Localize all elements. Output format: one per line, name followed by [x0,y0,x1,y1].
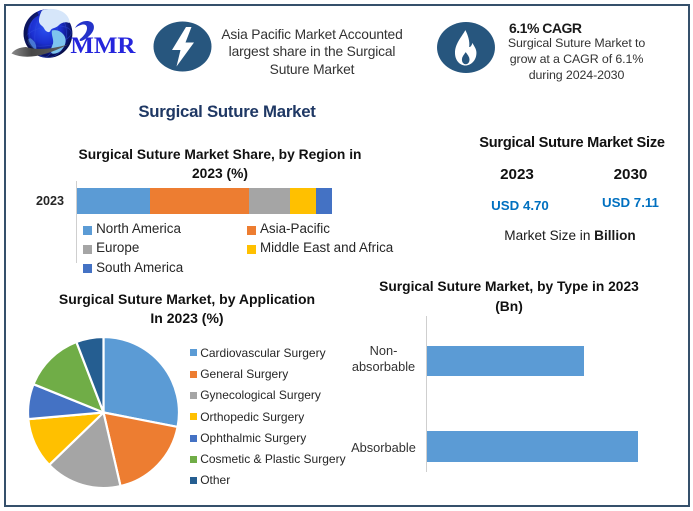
svg-text:MMR: MMR [70,33,135,58]
